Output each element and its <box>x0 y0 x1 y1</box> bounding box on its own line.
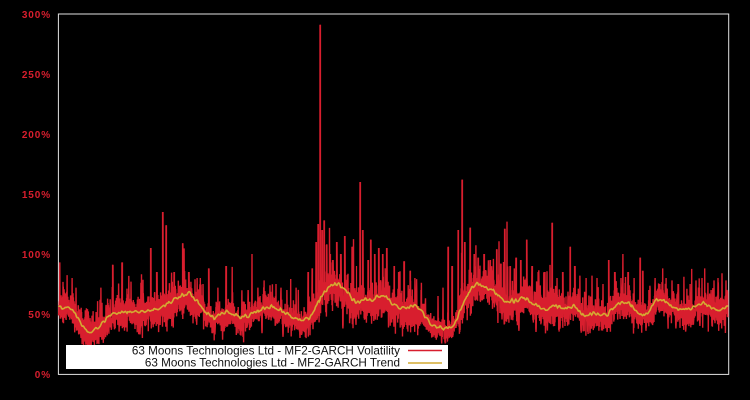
svg-text:300%: 300% <box>22 10 51 21</box>
svg-text:63 Moons Technologies Ltd - MF: 63 Moons Technologies Ltd - MF2-GARCH Vo… <box>132 345 400 358</box>
svg-text:0%: 0% <box>35 370 51 381</box>
svg-text:50%: 50% <box>28 310 51 321</box>
svg-text:150%: 150% <box>22 190 51 201</box>
svg-text:63 Moons Technologies Ltd - MF: 63 Moons Technologies Ltd - MF2-GARCH Tr… <box>145 357 400 370</box>
svg-text:250%: 250% <box>22 70 51 81</box>
svg-text:200%: 200% <box>22 130 51 141</box>
svg-text:100%: 100% <box>22 250 51 261</box>
